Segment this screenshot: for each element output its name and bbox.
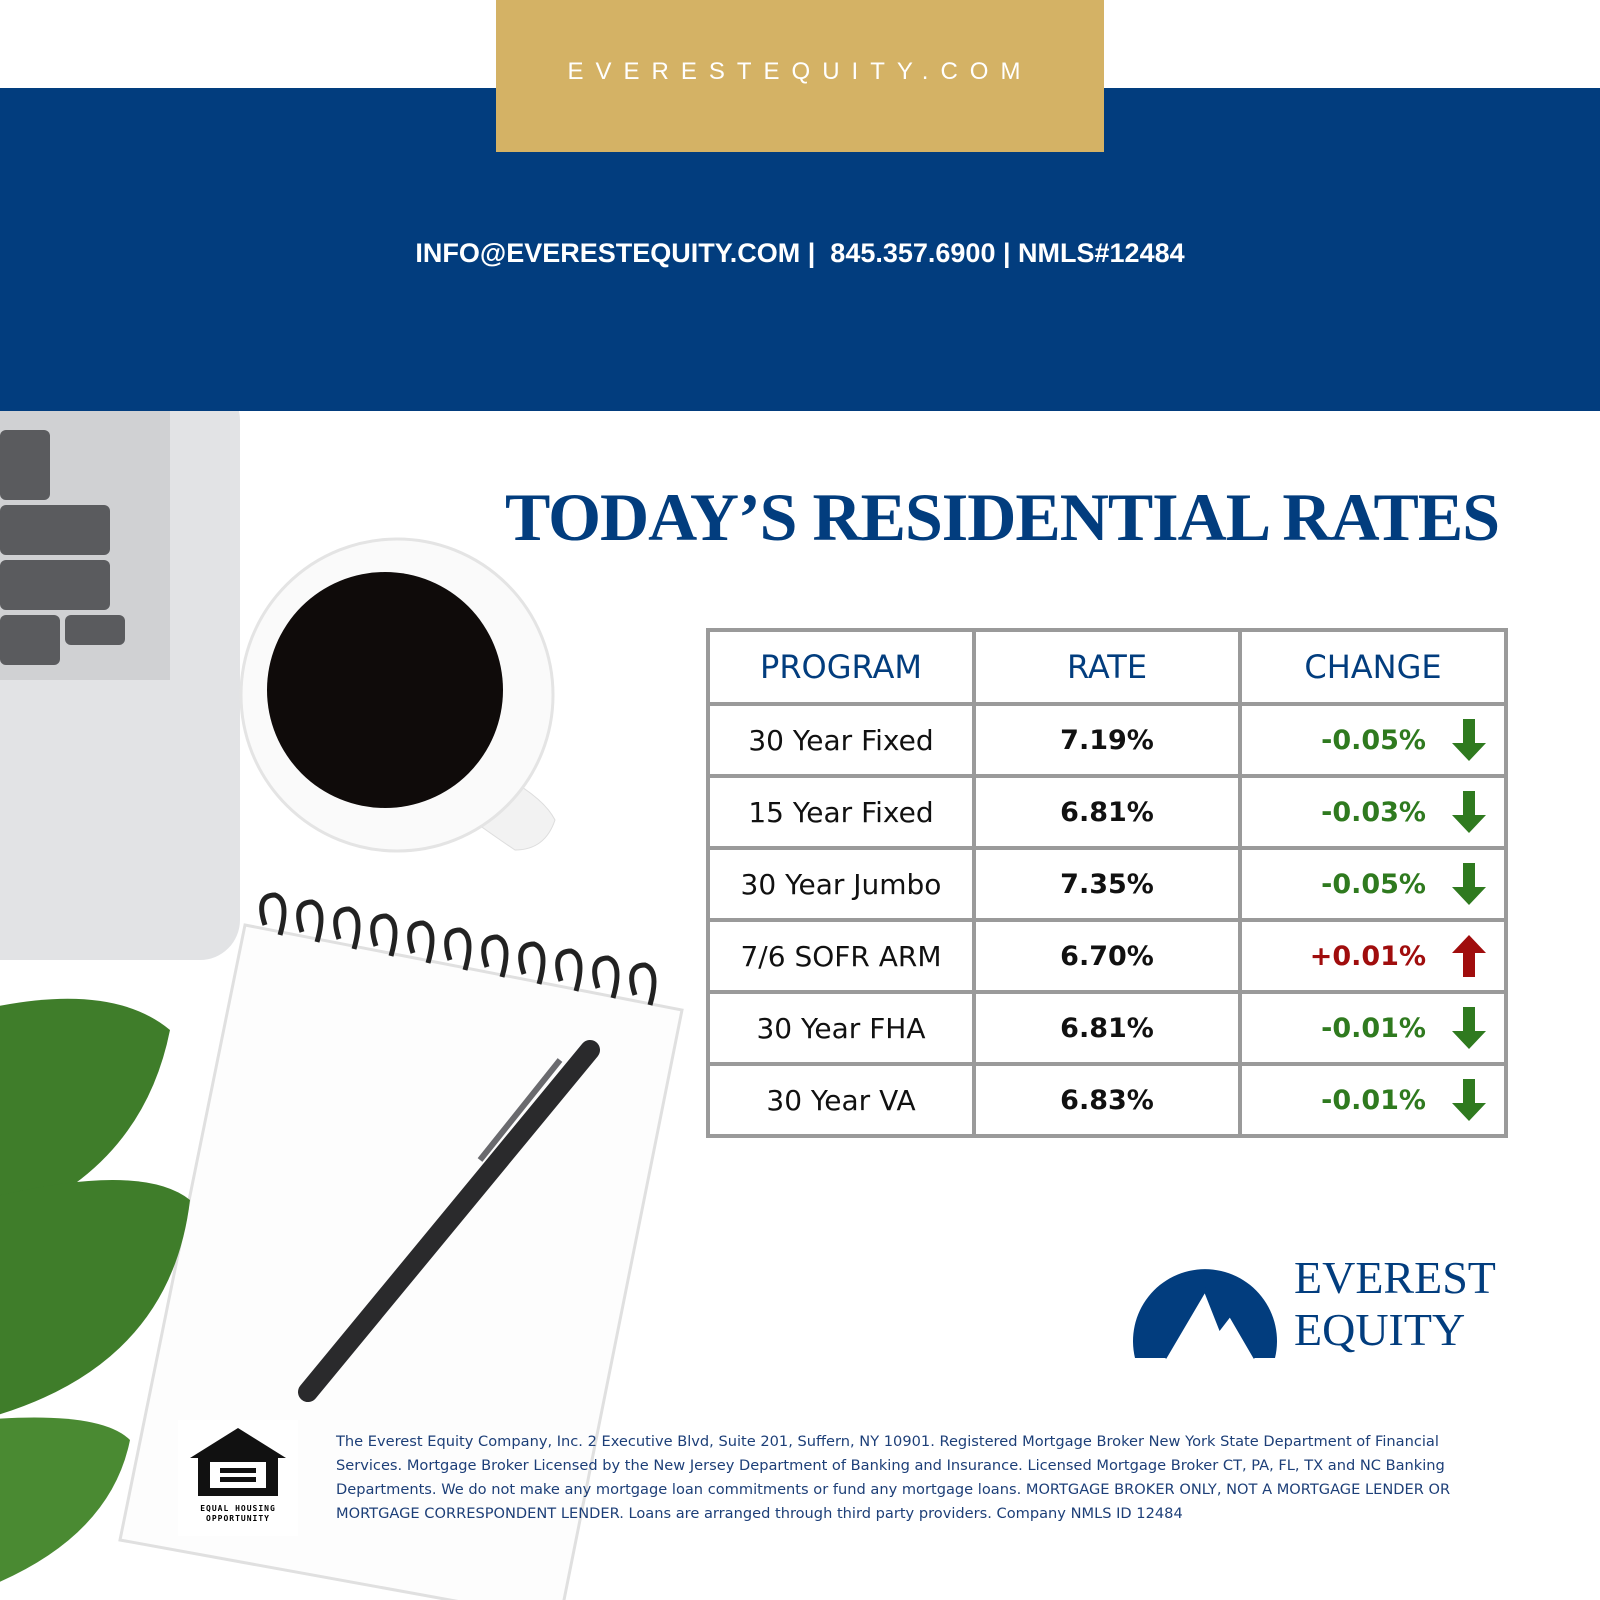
change-wrap: -0.01%: [1242, 1007, 1504, 1049]
program: 15 Year Fixed: [708, 776, 974, 848]
change-arrow: [1452, 863, 1486, 905]
change-arrow: [1452, 1079, 1486, 1121]
logo-line: EQUITY: [1294, 1304, 1466, 1355]
change-cell: -0.01%: [1240, 992, 1506, 1064]
table-row: 15 Year Fixed 6.81% -0.03%: [708, 776, 1506, 848]
change: -0.01%: [1321, 1084, 1426, 1116]
change: -0.01%: [1321, 1012, 1426, 1044]
leaves: [0, 998, 190, 1582]
arrow-shape: [1452, 791, 1486, 833]
program: 30 Year Fixed: [708, 704, 974, 776]
house-icon: [190, 1428, 286, 1496]
change-cell: +0.01%: [1240, 920, 1506, 992]
rate: 6.81%: [974, 776, 1240, 848]
rate: 7.35%: [974, 848, 1240, 920]
arrow-shape: [1452, 719, 1486, 761]
change-arrow: [1452, 935, 1486, 977]
rate: 7.19%: [974, 704, 1240, 776]
table-row: 30 Year Jumbo 7.35% -0.05%: [708, 848, 1506, 920]
change-wrap: +0.01%: [1242, 935, 1504, 977]
key: [0, 505, 110, 555]
key: [0, 560, 110, 610]
program: 7/6 SOFR ARM: [708, 920, 974, 992]
arrow-shape: [1452, 935, 1486, 977]
key: [0, 615, 60, 665]
change-cell: -0.05%: [1240, 704, 1506, 776]
key: [65, 615, 125, 645]
coffee: [267, 572, 503, 808]
program: 30 Year FHA: [708, 992, 974, 1064]
change-cell: -0.05%: [1240, 848, 1506, 920]
table-row: 30 Year FHA 6.81% -0.01%: [708, 992, 1506, 1064]
contact-line: INFO@EVERESTEQUITY.COM | 845.357.6900 | …: [415, 238, 1185, 268]
key: [0, 430, 50, 500]
website-banner: [496, 0, 1104, 152]
rate: 6.70%: [974, 920, 1240, 992]
program: 30 Year VA: [708, 1064, 974, 1136]
table-row: 7/6 SOFR ARM 6.70% +0.01%: [708, 920, 1506, 992]
column-header: CHANGE: [1240, 630, 1506, 704]
pen: [298, 1040, 600, 1402]
website: EVERESTEQUITY.COM: [567, 58, 1033, 85]
pen-clip: [477, 1058, 563, 1162]
arrow-shape: [1452, 1079, 1486, 1121]
change-cell: -0.01%: [1240, 1064, 1506, 1136]
desk-photo: [0, 411, 684, 1600]
spiral: [259, 892, 657, 1006]
change: -0.05%: [1321, 724, 1426, 756]
change-arrow: [1452, 719, 1486, 761]
column-header: RATE: [974, 630, 1240, 704]
house-window: [210, 1462, 266, 1488]
rate: 6.83%: [974, 1064, 1240, 1136]
logo-mountain: [1163, 1286, 1257, 1359]
disclaimer: The Everest Equity Company, Inc. 2 Execu…: [336, 1433, 1451, 1522]
program: 30 Year Jumbo: [708, 848, 974, 920]
logo-circle: [1133, 1269, 1277, 1358]
arrow-shape: [1452, 1007, 1486, 1049]
change-arrow: [1452, 1007, 1486, 1049]
change-wrap: -0.05%: [1242, 719, 1504, 761]
logo-line: EVEREST: [1294, 1252, 1496, 1303]
equal-bar: [220, 1477, 256, 1482]
eho-line: OPPORTUNITY: [206, 1514, 270, 1523]
rates-table: PROGRAM RATE CHANGE 30 Year Fixed 7.19% -0.0…: [706, 628, 1508, 1138]
change: -0.03%: [1321, 796, 1426, 828]
change-cell: -0.03%: [1240, 776, 1506, 848]
change-wrap: -0.05%: [1242, 863, 1504, 905]
rate: 6.81%: [974, 992, 1240, 1064]
table-row: 30 Year VA 6.83% -0.01%: [708, 1064, 1506, 1136]
table-row: 30 Year Fixed 7.19% -0.05%: [708, 704, 1506, 776]
change: +0.01%: [1309, 940, 1426, 972]
title: TODAY’S RESIDENTIAL RATES: [504, 479, 1500, 555]
logo-text: EVEREST EQUITY: [1294, 1252, 1496, 1356]
equal-housing-text: EQUAL HOUSING OPPORTUNITY: [178, 1504, 298, 1524]
eho-line: EQUAL HOUSING: [200, 1504, 276, 1513]
arrow-shape: [1452, 863, 1486, 905]
change-arrow: [1452, 791, 1486, 833]
change-wrap: -0.03%: [1242, 791, 1504, 833]
change-wrap: -0.01%: [1242, 1079, 1504, 1121]
table-body: 30 Year Fixed 7.19% -0.05% 15 Year Fixed 6.8…: [708, 704, 1506, 1136]
header-row: PROGRAM RATE CHANGE: [708, 630, 1506, 704]
change: -0.05%: [1321, 868, 1426, 900]
column-header: PROGRAM: [708, 630, 974, 704]
equal-bar: [220, 1468, 256, 1473]
equal-housing-logo: EQUAL HOUSING OPPORTUNITY: [178, 1420, 298, 1536]
logo-mark: [1133, 1269, 1277, 1359]
